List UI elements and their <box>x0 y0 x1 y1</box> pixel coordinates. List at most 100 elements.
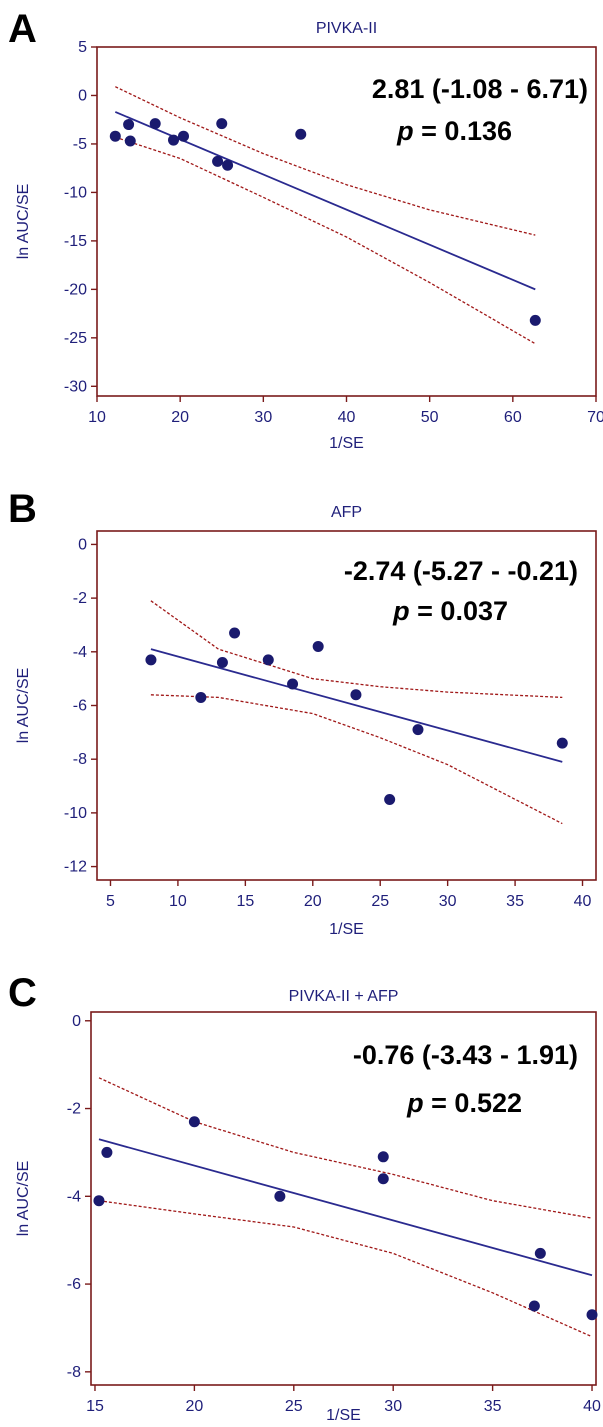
x-axis-label: 1/SE <box>329 435 364 452</box>
data-point <box>274 1190 286 1202</box>
y-axis-label: ln AUC/SE <box>15 1161 32 1237</box>
chart-title: PIVKA-II + AFP <box>289 988 399 1005</box>
x-tick-label: 30 <box>254 409 272 426</box>
x-tick-label: 10 <box>88 409 106 426</box>
data-point <box>412 724 424 736</box>
regression-line <box>114 111 536 291</box>
x-tick-label: 30 <box>384 1398 402 1415</box>
p-value-annotation: p = 0.522 <box>406 1088 522 1118</box>
data-point <box>177 130 189 142</box>
data-point <box>287 678 299 690</box>
x-tick-label: 10 <box>169 893 187 910</box>
y-axis-label: ln AUC/SE <box>15 184 32 260</box>
x-tick-label: 15 <box>236 893 254 910</box>
y-axis-label: ln AUC/SE <box>15 668 32 744</box>
y-tick-label: -15 <box>64 233 87 250</box>
data-point <box>377 1173 389 1185</box>
x-tick-label: 25 <box>285 1398 303 1415</box>
y-tick-label: -10 <box>64 184 87 201</box>
x-axis-label: 1/SE <box>329 921 364 938</box>
ci-upper-line <box>115 86 536 236</box>
data-point <box>124 135 136 147</box>
x-axis-label: 1/SE <box>326 1407 361 1424</box>
y-tick-label: 0 <box>78 87 87 104</box>
p-label: p <box>406 1088 424 1118</box>
y-tick-label: -8 <box>67 1364 81 1381</box>
x-tick-label: 20 <box>185 1398 203 1415</box>
ci-upper-line <box>98 1077 593 1219</box>
y-tick-label: -6 <box>73 698 87 715</box>
regression-line <box>98 1138 593 1277</box>
data-point <box>295 128 307 140</box>
y-tick-label: 0 <box>78 536 87 553</box>
data-point <box>195 691 207 703</box>
estimate-annotation: -0.76 (-3.43 - 1.91) <box>353 1040 578 1070</box>
data-point <box>262 654 274 666</box>
ci-upper-line <box>150 600 563 699</box>
data-point <box>101 1146 113 1158</box>
p-value: = 0.136 <box>414 116 512 146</box>
x-tick-label: 20 <box>304 893 322 910</box>
y-tick-label: -2 <box>67 1101 81 1118</box>
x-tick-label: 20 <box>171 409 189 426</box>
data-point <box>528 1300 540 1312</box>
p-value-annotation: p = 0.136 <box>396 116 512 146</box>
data-point <box>377 1151 389 1163</box>
y-tick-label: -30 <box>64 378 87 395</box>
x-tick-label: 5 <box>106 893 115 910</box>
y-tick-label: -25 <box>64 330 87 347</box>
y-tick-label: -4 <box>73 644 87 661</box>
data-point <box>145 654 157 666</box>
data-point <box>586 1309 598 1321</box>
data-point <box>534 1247 546 1259</box>
data-point <box>384 793 396 805</box>
y-tick-label: -2 <box>73 590 87 607</box>
ci-lower-line <box>150 694 563 825</box>
x-tick-label: 40 <box>338 409 356 426</box>
p-label: p <box>396 116 414 146</box>
x-tick-label: 70 <box>587 409 603 426</box>
data-point <box>212 155 224 167</box>
plot-frame <box>90 1011 597 1386</box>
data-point <box>216 118 228 130</box>
x-tick-label: 40 <box>583 1398 601 1415</box>
x-tick-label: 35 <box>484 1398 502 1415</box>
regression-line <box>150 648 563 763</box>
x-tick-label: 30 <box>439 893 457 910</box>
data-point <box>529 314 541 326</box>
x-tick-label: 25 <box>371 893 389 910</box>
ci-lower-line <box>98 1200 593 1338</box>
panel-letter: B <box>8 487 37 531</box>
data-point <box>216 657 228 669</box>
data-point <box>312 640 324 652</box>
y-tick-label: -8 <box>73 751 87 768</box>
p-label: p <box>392 596 410 626</box>
y-tick-label: 5 <box>78 39 87 56</box>
chart-title: AFP <box>331 504 362 521</box>
y-tick-label: -5 <box>73 136 87 153</box>
p-value-annotation: p = 0.037 <box>392 596 508 626</box>
data-point <box>93 1195 105 1207</box>
panel-letter: A <box>8 7 37 51</box>
panel-letter: C <box>8 971 37 1015</box>
ci-lower-line <box>115 136 536 345</box>
chart-title: PIVKA-II <box>316 20 377 37</box>
estimate-annotation: -2.74 (-5.27 - -0.21) <box>344 556 578 586</box>
panel-b: B AFP 5 10 15 20 25 30 35 40 0 -2 -4 -6 -8 -10 -12 1/SE ln… <box>8 487 597 938</box>
y-tick-label: -4 <box>67 1188 81 1205</box>
y-tick-label: -20 <box>64 281 87 298</box>
x-tick-label: 50 <box>421 409 439 426</box>
data-point <box>168 134 180 146</box>
data-point <box>350 689 362 701</box>
y-tick-label: 0 <box>72 1013 81 1030</box>
y-tick-label: -6 <box>67 1276 81 1293</box>
data-point <box>188 1116 200 1128</box>
y-tick-label: -10 <box>64 805 87 822</box>
x-tick-label: 60 <box>504 409 522 426</box>
data-point <box>229 627 241 639</box>
x-tick-label: 40 <box>574 893 592 910</box>
data-point <box>123 119 135 131</box>
data-point <box>556 737 568 749</box>
x-tick-label: 15 <box>86 1398 104 1415</box>
